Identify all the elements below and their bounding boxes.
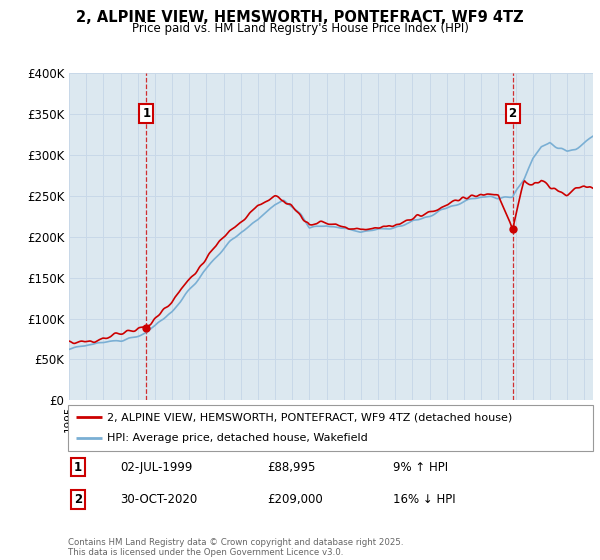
Text: Price paid vs. HM Land Registry's House Price Index (HPI): Price paid vs. HM Land Registry's House …: [131, 22, 469, 35]
FancyBboxPatch shape: [68, 405, 593, 451]
Text: 1: 1: [142, 108, 151, 120]
Text: 9% ↑ HPI: 9% ↑ HPI: [394, 460, 448, 474]
Text: HPI: Average price, detached house, Wakefield: HPI: Average price, detached house, Wake…: [107, 433, 368, 444]
Text: £88,995: £88,995: [268, 460, 316, 474]
Text: 02-JUL-1999: 02-JUL-1999: [120, 460, 193, 474]
Text: 2, ALPINE VIEW, HEMSWORTH, PONTEFRACT, WF9 4TZ (detached house): 2, ALPINE VIEW, HEMSWORTH, PONTEFRACT, W…: [107, 412, 512, 422]
Text: 2: 2: [74, 493, 82, 506]
Text: Contains HM Land Registry data © Crown copyright and database right 2025.
This d: Contains HM Land Registry data © Crown c…: [68, 538, 403, 557]
Text: £209,000: £209,000: [268, 493, 323, 506]
Text: 1: 1: [74, 460, 82, 474]
Text: 16% ↓ HPI: 16% ↓ HPI: [394, 493, 456, 506]
Text: 30-OCT-2020: 30-OCT-2020: [120, 493, 197, 506]
Text: 2: 2: [509, 108, 517, 120]
Text: 2, ALPINE VIEW, HEMSWORTH, PONTEFRACT, WF9 4TZ: 2, ALPINE VIEW, HEMSWORTH, PONTEFRACT, W…: [76, 10, 524, 25]
